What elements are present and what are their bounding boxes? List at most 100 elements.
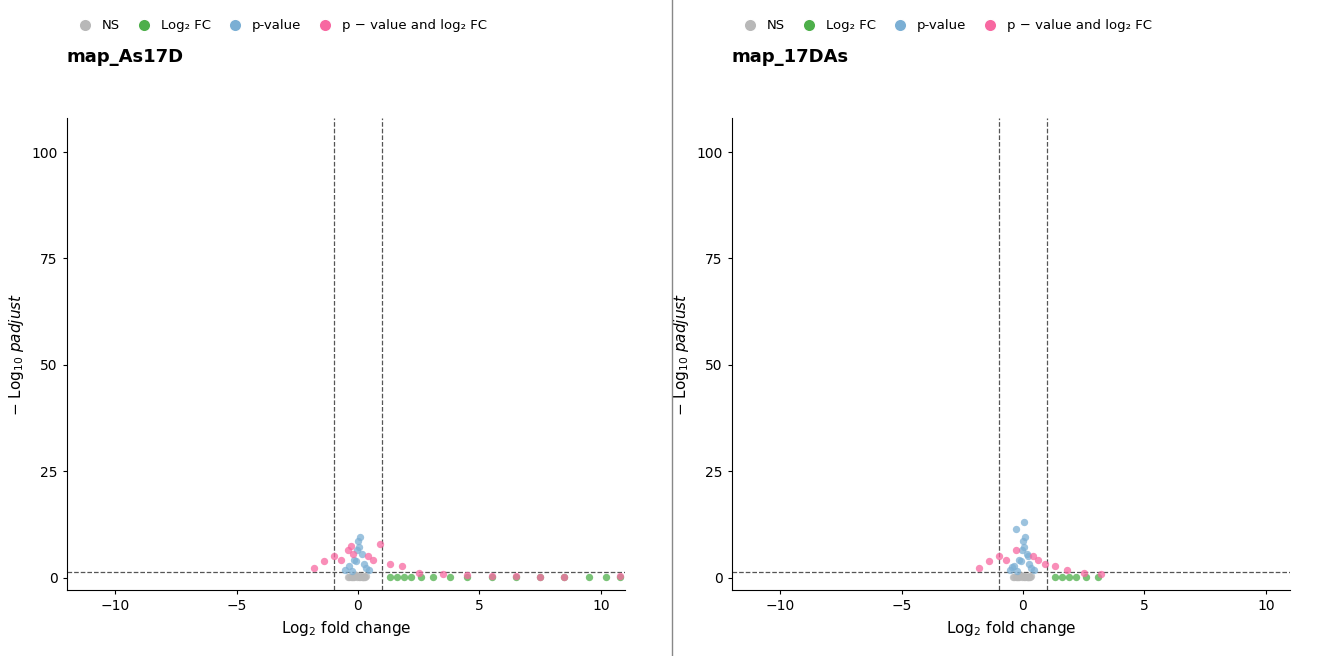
Point <box>342 549 363 560</box>
Point <box>351 549 372 560</box>
Point <box>1073 567 1095 578</box>
Point <box>1015 532 1036 543</box>
Point <box>342 572 363 583</box>
Point <box>411 572 432 583</box>
Point <box>343 571 364 581</box>
Point <box>352 572 374 583</box>
Point <box>334 565 355 575</box>
Point <box>346 544 367 555</box>
Point <box>456 572 477 583</box>
Text: map_17DAs: map_17DAs <box>732 48 849 66</box>
Point <box>379 572 400 583</box>
Point <box>456 570 477 581</box>
Point <box>400 572 422 583</box>
Point <box>988 550 1009 561</box>
Point <box>1007 572 1028 583</box>
Point <box>356 563 378 573</box>
Point <box>346 571 367 582</box>
X-axis label: Log$_2$ fold change: Log$_2$ fold change <box>946 619 1076 638</box>
Point <box>354 572 375 583</box>
Point <box>323 550 344 561</box>
Point <box>408 567 430 578</box>
Point <box>358 564 379 575</box>
Point <box>350 571 371 581</box>
Point <box>481 571 503 581</box>
Point <box>394 572 415 583</box>
Y-axis label: $-$ Log$_{10}$ $\it{padjust}$: $-$ Log$_{10}$ $\it{padjust}$ <box>672 293 690 416</box>
Point <box>1017 572 1039 583</box>
Point <box>1008 554 1029 565</box>
Point <box>350 532 371 543</box>
Point <box>1011 571 1032 582</box>
Point <box>1016 549 1037 560</box>
Point <box>432 569 454 579</box>
Point <box>356 551 378 562</box>
Point <box>348 542 370 552</box>
Point <box>553 572 575 583</box>
Point <box>1023 564 1044 575</box>
Point <box>1008 571 1029 581</box>
Point <box>370 539 391 549</box>
Point <box>595 572 616 583</box>
Point <box>1007 565 1028 576</box>
Point <box>379 559 400 569</box>
Point <box>1013 572 1035 583</box>
Point <box>1015 571 1036 581</box>
Point <box>350 571 371 582</box>
Point <box>1003 572 1024 583</box>
Point <box>1051 572 1072 583</box>
Point <box>1008 571 1029 582</box>
Point <box>1017 551 1039 562</box>
Point <box>347 536 368 546</box>
Point <box>1015 571 1036 582</box>
Point <box>342 565 363 576</box>
Point <box>348 570 370 581</box>
Point <box>344 570 366 581</box>
Point <box>1012 536 1033 546</box>
Point <box>1056 565 1077 575</box>
Point <box>1013 542 1035 552</box>
Point <box>1044 560 1065 571</box>
Point <box>1009 570 1031 581</box>
X-axis label: Log$_2$ fold change: Log$_2$ fold change <box>281 619 411 638</box>
Point <box>553 572 575 583</box>
Point <box>354 559 375 569</box>
Point <box>343 571 364 582</box>
Point <box>339 560 360 571</box>
Point <box>1012 571 1033 582</box>
Point <box>1021 571 1043 581</box>
Point <box>1019 571 1040 581</box>
Point <box>1005 544 1027 555</box>
Point <box>346 570 367 581</box>
Point <box>1013 570 1035 581</box>
Point <box>1021 563 1043 573</box>
Point <box>344 556 366 567</box>
Point <box>1088 572 1109 583</box>
Point <box>1005 523 1027 534</box>
Legend: NS, Log₂ FC, p-value, p − value and log₂ FC: NS, Log₂ FC, p-value, p − value and log₂… <box>732 14 1157 38</box>
Point <box>1065 572 1087 583</box>
Y-axis label: $-$ Log$_{10}$ $\it{padjust}$: $-$ Log$_{10}$ $\it{padjust}$ <box>7 293 25 416</box>
Point <box>1007 571 1028 582</box>
Point <box>340 541 362 551</box>
Point <box>391 560 412 571</box>
Point <box>1009 556 1031 567</box>
Point <box>338 544 359 555</box>
Point <box>995 554 1016 565</box>
Point <box>609 570 630 581</box>
Point <box>314 556 335 567</box>
Point <box>1004 560 1025 571</box>
Point <box>529 571 551 582</box>
Point <box>999 565 1020 575</box>
Point <box>440 572 462 583</box>
Point <box>1016 572 1037 583</box>
Point <box>1004 572 1025 583</box>
Point <box>1019 559 1040 569</box>
Point <box>362 554 383 565</box>
Point <box>1013 517 1035 527</box>
Point <box>347 571 368 582</box>
Point <box>505 572 527 583</box>
Text: map_As17D: map_As17D <box>66 48 184 66</box>
Point <box>1020 571 1041 582</box>
Point <box>355 571 376 582</box>
